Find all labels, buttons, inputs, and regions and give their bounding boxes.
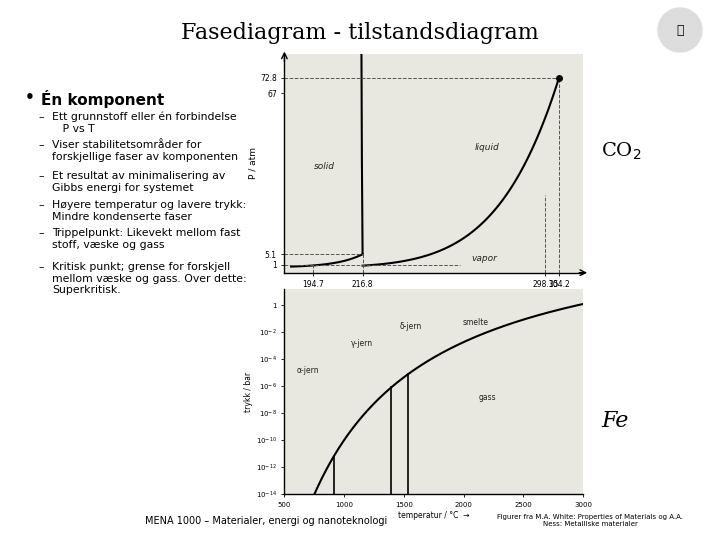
Text: –: – bbox=[38, 112, 43, 122]
Text: •: • bbox=[25, 90, 35, 105]
Text: Ett grunnstoff eller én forbindelse
   P vs T: Ett grunnstoff eller én forbindelse P vs… bbox=[52, 112, 237, 134]
Text: Et resultat av minimalisering av
Gibbs energi for systemet: Et resultat av minimalisering av Gibbs e… bbox=[52, 171, 225, 193]
Text: –: – bbox=[38, 262, 43, 272]
Text: –: – bbox=[38, 140, 43, 150]
Text: solid: solid bbox=[315, 161, 336, 171]
Text: gass: gass bbox=[479, 393, 496, 402]
Text: α-jern: α-jern bbox=[297, 366, 320, 375]
Text: smelte: smelte bbox=[463, 319, 489, 327]
Text: vapor: vapor bbox=[471, 254, 497, 263]
X-axis label: T / K: T / K bbox=[424, 292, 444, 301]
Text: Kritisk punkt; grense for forskjell
mellom væske og gass. Over dette:
Superkriti: Kritisk punkt; grense for forskjell mell… bbox=[52, 262, 247, 295]
Text: δ-jern: δ-jern bbox=[399, 322, 421, 332]
Text: MENA 1000 – Materialer, energi og nanoteknologi: MENA 1000 – Materialer, energi og nanote… bbox=[145, 516, 387, 526]
Text: Høyere temperatur og lavere trykk:
Mindre kondenserte faser: Høyere temperatur og lavere trykk: Mindr… bbox=[52, 200, 246, 221]
Circle shape bbox=[658, 8, 702, 52]
Text: Fasediagram - tilstandsdiagram: Fasediagram - tilstandsdiagram bbox=[181, 22, 539, 44]
Text: Én komponent: Én komponent bbox=[41, 90, 164, 108]
Text: –: – bbox=[38, 171, 43, 181]
Text: Viser stabilitetsområder for
forskjellige faser av komponenten: Viser stabilitetsområder for forskjellig… bbox=[52, 140, 238, 161]
X-axis label: temperatur / °C  →: temperatur / °C → bbox=[398, 510, 469, 519]
Text: Fe: Fe bbox=[601, 410, 629, 432]
Text: Trippelpunkt: Likevekt mellom fast
stoff, væske og gass: Trippelpunkt: Likevekt mellom fast stoff… bbox=[52, 228, 240, 249]
Text: γ-jern: γ-jern bbox=[351, 339, 373, 348]
Text: 🔰: 🔰 bbox=[676, 24, 684, 37]
Text: CO$_2$: CO$_2$ bbox=[601, 140, 642, 162]
Y-axis label: P / atm: P / atm bbox=[248, 147, 257, 179]
Text: liquid: liquid bbox=[474, 143, 499, 152]
Y-axis label: trykk / bar: trykk / bar bbox=[244, 372, 253, 411]
Text: –: – bbox=[38, 200, 43, 210]
Text: Figurer fra M.A. White: Properties of Materials og A.A.
Ness: Metalliske materia: Figurer fra M.A. White: Properties of Ma… bbox=[498, 514, 683, 526]
Text: –: – bbox=[38, 228, 43, 238]
